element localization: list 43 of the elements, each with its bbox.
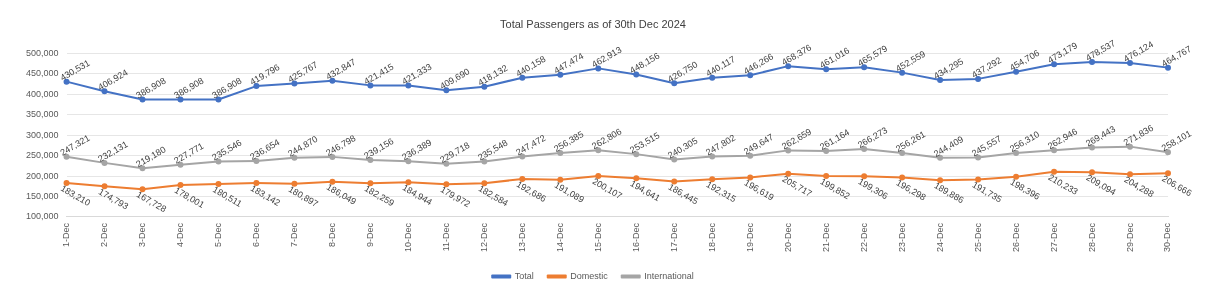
legend-label: Total	[514, 270, 534, 281]
x-tick-label: 12-Dec	[478, 222, 489, 252]
x-tick-label: 25-Dec	[972, 222, 983, 252]
x-tick-label: 7-Dec	[288, 222, 299, 247]
chart-title: Total Passengers as of 30th Dec 2024	[500, 17, 686, 30]
x-tick-label: 6-Dec	[250, 222, 261, 247]
x-tick-label: 24-Dec	[934, 222, 945, 252]
x-tick-label: 14-Dec	[554, 222, 565, 252]
x-tick-label: 29-Dec	[1124, 222, 1135, 252]
x-tick-label: 11-Dec	[440, 222, 451, 252]
x-tick-label: 18-Dec	[706, 222, 717, 252]
x-tick-label: 26-Dec	[1010, 222, 1021, 252]
x-tick-label: 10-Dec	[402, 222, 413, 252]
x-tick-label: 3-Dec	[136, 222, 147, 247]
x-tick-label: 13-Dec	[516, 222, 527, 252]
x-tick-label: 4-Dec	[174, 222, 185, 247]
x-tick-label: 5-Dec	[212, 222, 223, 247]
y-tick-label: 500,000	[25, 47, 59, 58]
y-tick-label: 350,000	[25, 109, 59, 120]
legend-label: Domestic	[570, 270, 609, 281]
x-tick-label: 30-Dec	[1162, 222, 1173, 252]
x-tick-label: 17-Dec	[668, 222, 679, 252]
x-tick-label: 21-Dec	[820, 222, 831, 252]
y-tick-label: 450,000	[25, 68, 59, 79]
x-tick-label: 19-Dec	[744, 222, 755, 252]
x-tick-label: 23-Dec	[896, 222, 907, 252]
x-tick-label: 9-Dec	[364, 222, 375, 247]
x-tick-label: 27-Dec	[1048, 222, 1059, 252]
y-tick-label: 300,000	[25, 129, 59, 140]
legend-label: International	[644, 270, 694, 281]
x-tick-label: 2-Dec	[99, 222, 109, 247]
x-tick-label: 15-Dec	[592, 222, 603, 252]
y-tick-label: 100,000	[25, 211, 59, 222]
x-tick-label: 16-Dec	[630, 222, 641, 252]
y-tick-label: 250,000	[25, 150, 59, 161]
x-tick-label: 1-Dec	[61, 222, 72, 247]
x-tick-label: 28-Dec	[1086, 222, 1097, 252]
x-tick-label: 8-Dec	[326, 222, 337, 247]
y-tick-label: 400,000	[25, 88, 59, 99]
y-tick-label: 150,000	[25, 191, 59, 201]
x-tick-label: 22-Dec	[858, 222, 869, 252]
x-tick-label: 20-Dec	[782, 222, 793, 252]
y-tick-label: 200,000	[25, 170, 59, 181]
